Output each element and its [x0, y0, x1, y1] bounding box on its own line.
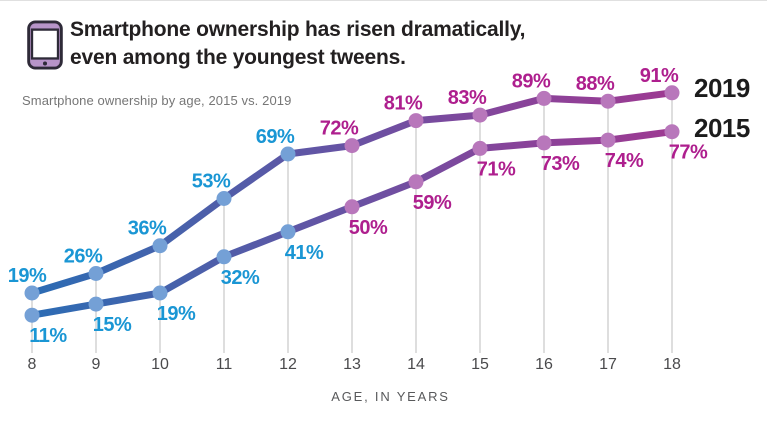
data-point-2019-age-11 — [216, 191, 232, 206]
data-point-2015-age-10 — [152, 285, 168, 301]
data-point-2019-age-12 — [280, 146, 296, 162]
x-tick-label-15: 15 — [471, 356, 489, 373]
data-point-2019-age-18 — [664, 85, 680, 101]
data-point-2015-age-9 — [88, 296, 104, 312]
legend-label-2019: 2019 — [694, 73, 750, 103]
value-label-2015-age-15: 71% — [477, 158, 516, 180]
x-tick-label-12: 12 — [279, 356, 297, 373]
data-point-2015-age-12 — [280, 224, 296, 240]
value-label-2015-age-16: 73% — [541, 153, 580, 175]
x-tick-label-9: 9 — [92, 356, 101, 373]
value-label-2015-age-12: 41% — [285, 242, 324, 264]
data-point-2015-age-15 — [472, 140, 488, 156]
data-point-2019-age-17 — [600, 93, 616, 109]
value-label-2015-age-9: 15% — [93, 314, 132, 336]
value-label-2019-age-11: 53% — [192, 171, 231, 193]
home-button-dot — [42, 61, 48, 66]
value-label-2015-age-8: 11% — [29, 325, 67, 347]
x-tick-label-18: 18 — [663, 356, 681, 373]
value-label-2019-age-13: 72% — [320, 118, 359, 140]
value-label-2019-age-18: 91% — [640, 65, 679, 87]
value-label-2019-age-17: 88% — [576, 73, 615, 95]
legend-label-2015: 2015 — [694, 113, 750, 143]
x-axis-title: AGE, IN YEARS — [331, 389, 450, 404]
x-tick-label-13: 13 — [343, 356, 361, 373]
data-point-2015-age-14 — [408, 174, 424, 190]
x-tick-label-10: 10 — [151, 356, 169, 373]
chart-title-line1: Smartphone ownership has risen dramatica… — [70, 18, 526, 41]
data-point-2015-age-8 — [24, 307, 40, 323]
chart-title: Smartphone ownership has risen dramatica… — [70, 16, 630, 72]
data-point-2019-age-14 — [408, 113, 424, 129]
value-label-2019-age-15: 83% — [448, 87, 487, 109]
data-point-2019-age-16 — [536, 90, 552, 106]
data-point-2015-age-18 — [664, 124, 680, 140]
chart-title-line2: even among the youngest tweens. — [70, 46, 406, 69]
value-label-2015-age-11: 32% — [221, 267, 260, 289]
x-tick-label-8: 8 — [28, 356, 37, 373]
value-label-2015-age-14: 59% — [413, 192, 452, 214]
data-point-2015-age-16 — [536, 135, 552, 151]
value-label-2019-age-9: 26% — [64, 246, 103, 268]
value-label-2015-age-18: 77% — [669, 142, 708, 164]
data-point-2019-age-9 — [88, 266, 104, 281]
x-tick-label-14: 14 — [407, 356, 425, 373]
data-point-2015-age-17 — [600, 132, 616, 148]
value-label-2015-age-13: 50% — [349, 217, 388, 239]
data-point-2019-age-13 — [344, 138, 360, 154]
value-label-2019-age-14: 81% — [384, 93, 423, 115]
data-point-2015-age-11 — [216, 249, 232, 265]
value-label-2015-age-17: 74% — [605, 150, 644, 172]
smartphone-icon — [27, 20, 63, 70]
data-point-2015-age-13 — [344, 199, 360, 215]
value-label-2019-age-16: 89% — [512, 70, 551, 92]
value-label-2019-age-8: 19% — [8, 265, 47, 287]
chart-subtitle: Smartphone ownership by age, 2015 vs. 20… — [22, 93, 292, 108]
value-label-2019-age-12: 69% — [256, 126, 295, 148]
value-label-2019-age-10: 36% — [128, 218, 167, 240]
x-tick-label-16: 16 — [535, 356, 553, 373]
data-point-2019-age-10 — [152, 238, 168, 254]
data-point-2019-age-8 — [24, 285, 40, 301]
x-tick-label-11: 11 — [216, 356, 233, 373]
data-point-2019-age-15 — [472, 107, 488, 123]
x-tick-label-17: 17 — [599, 356, 617, 373]
value-label-2015-age-10: 19% — [157, 303, 196, 325]
